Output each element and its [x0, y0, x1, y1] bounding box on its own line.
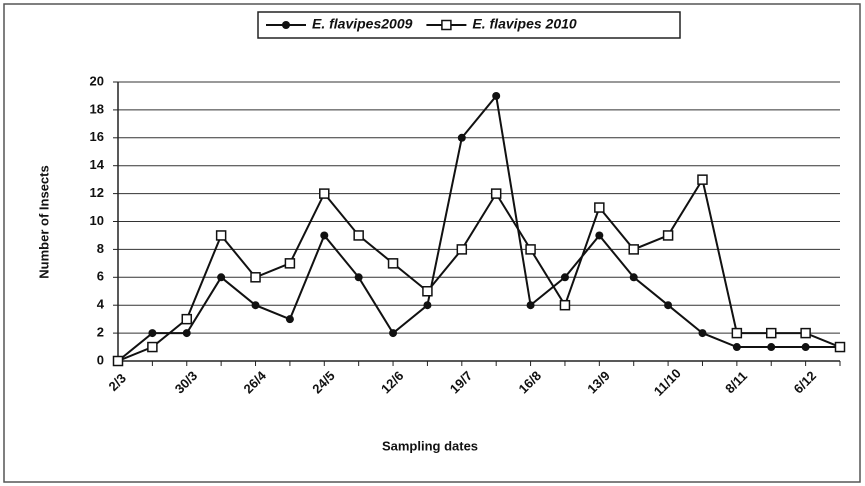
- marker: [834, 341, 846, 353]
- x-tick-label: 11/10: [651, 366, 684, 399]
- x-tick-label: 6/12: [791, 368, 820, 397]
- marker: [389, 329, 398, 338]
- marker: [732, 343, 741, 352]
- marker: [490, 188, 502, 199]
- x-tick-label: 8/11: [722, 368, 750, 396]
- marker: [731, 327, 743, 339]
- series-line: [117, 177, 841, 362]
- x-tick-label: 13/9: [584, 368, 613, 397]
- marker: [628, 244, 639, 255]
- y-tick-label: 0: [97, 352, 104, 367]
- marker: [629, 273, 638, 282]
- y-tick-label: 14: [90, 157, 105, 172]
- marker: [441, 19, 452, 31]
- marker: [492, 91, 501, 100]
- y-tick-label: 4: [97, 297, 105, 312]
- marker: [560, 273, 569, 282]
- y-tick-label: 20: [90, 73, 104, 88]
- y-tick-label: 8: [97, 241, 104, 256]
- y-tick-label: 2: [97, 325, 104, 340]
- series-line: [117, 93, 840, 362]
- marker: [457, 133, 466, 142]
- x-tick-label: 30/3: [172, 368, 201, 397]
- marker: [526, 301, 535, 310]
- legend-box: [257, 11, 681, 39]
- x-tick-label: 16/8: [516, 368, 545, 397]
- y-axis-title: Number of Insects: [36, 165, 51, 278]
- marker: [284, 258, 296, 269]
- marker: [387, 258, 399, 269]
- y-tick-label: 10: [90, 213, 104, 228]
- marker: [181, 313, 193, 325]
- marker: [320, 231, 329, 240]
- y-tick-label: 12: [90, 185, 104, 200]
- legend-label: E. flavipes2009: [312, 16, 413, 32]
- legend: E. flavipes2009 E. flavipes 2010: [266, 16, 577, 32]
- marker: [251, 301, 260, 310]
- marker: [595, 231, 604, 240]
- marker: [664, 301, 673, 310]
- marker: [456, 244, 468, 255]
- marker: [559, 299, 571, 311]
- y-tick-label: 6: [97, 269, 104, 284]
- legend-label: E. flavipes 2010: [472, 16, 577, 32]
- x-tick-label: 26/4: [241, 367, 270, 396]
- marker: [594, 202, 605, 213]
- marker: [215, 230, 227, 241]
- x-tick-label: 24/5: [309, 368, 338, 397]
- marker: [282, 21, 290, 29]
- marker: [765, 327, 777, 339]
- marker: [767, 343, 776, 352]
- x-axis-title: Sampling dates: [382, 438, 478, 453]
- y-tick-label: 18: [90, 101, 104, 116]
- marker: [800, 327, 811, 339]
- marker: [354, 273, 363, 282]
- marker: [250, 272, 261, 283]
- chart-frame: [3, 3, 861, 483]
- marker: [662, 230, 674, 241]
- x-tick-label: 2/3: [106, 371, 129, 394]
- marker: [285, 315, 294, 324]
- y-tick-label: 16: [90, 129, 104, 144]
- marker: [112, 355, 124, 367]
- marker: [353, 230, 364, 241]
- x-tick-label: 19/7: [447, 368, 476, 397]
- x-tick-label: 12/6: [378, 368, 407, 397]
- marker: [422, 286, 433, 297]
- marker: [697, 174, 708, 185]
- marker: [319, 188, 330, 199]
- marker: [698, 329, 707, 338]
- marker: [182, 329, 191, 338]
- marker: [423, 301, 432, 310]
- marker: [148, 329, 157, 338]
- marker: [217, 273, 226, 282]
- marker: [147, 341, 158, 353]
- marker: [525, 244, 536, 255]
- marker: [801, 343, 810, 352]
